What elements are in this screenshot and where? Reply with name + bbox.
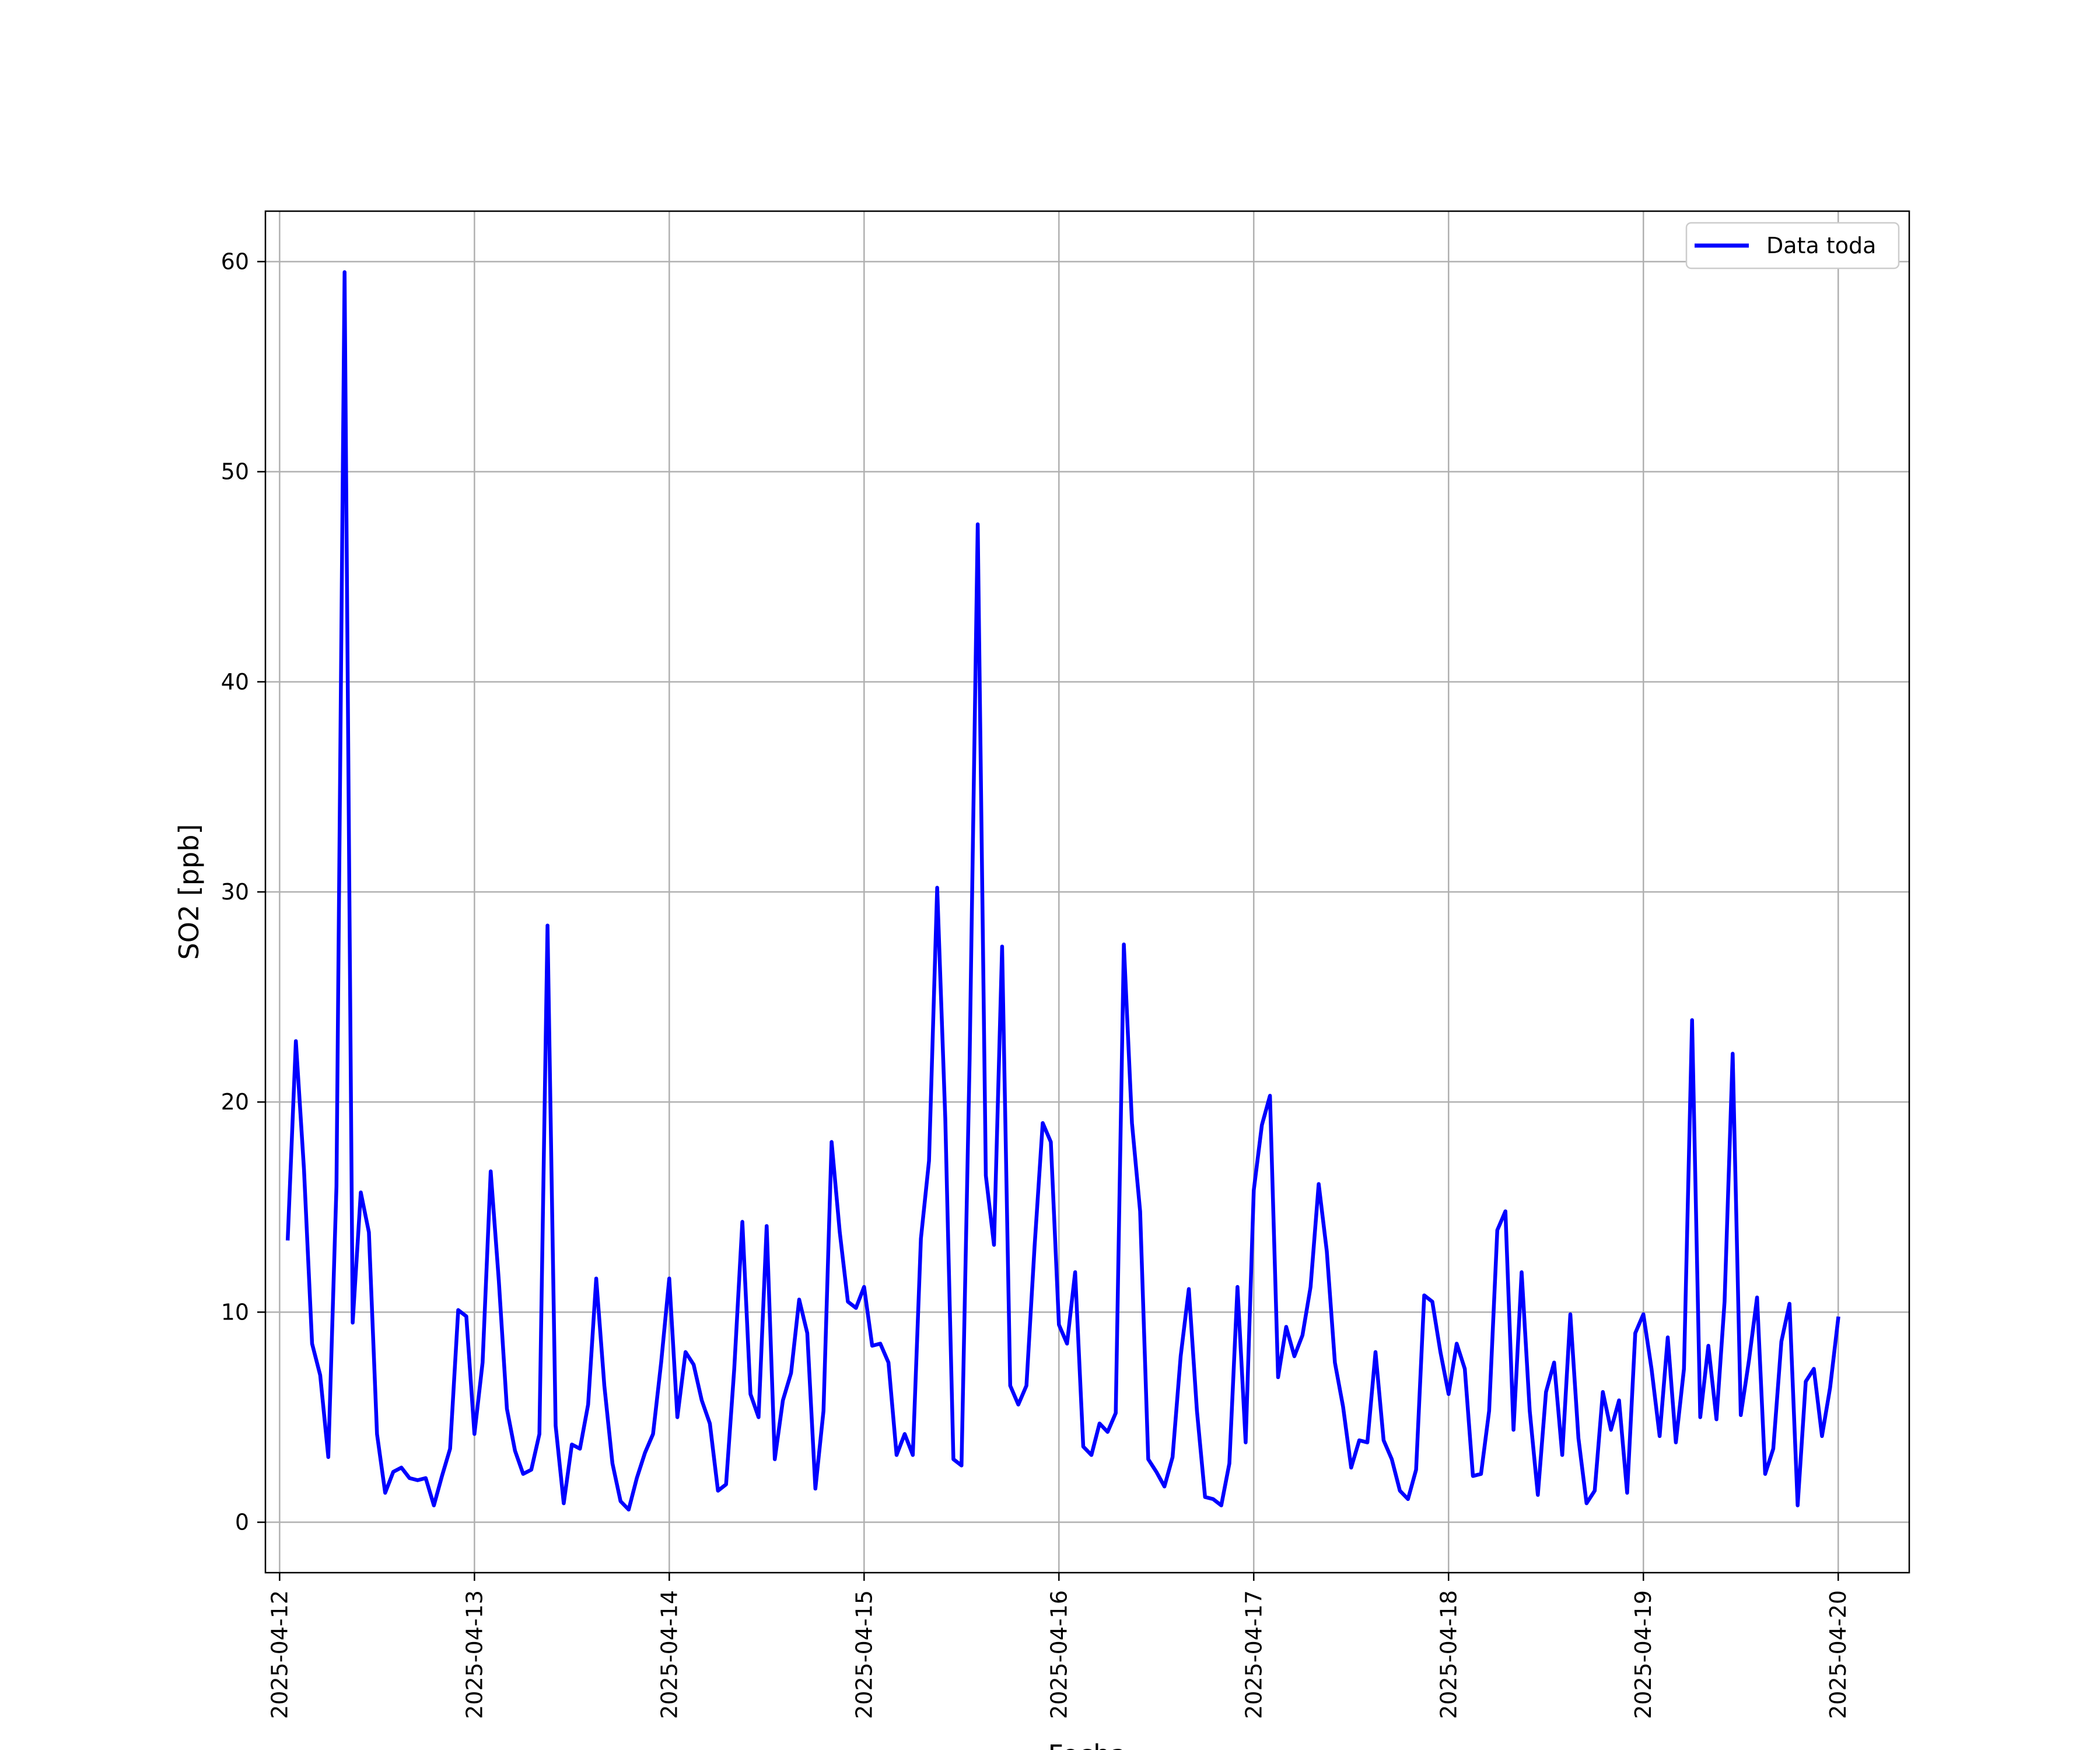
y-axis: 0 10 20 30 40 50 60 xyxy=(221,249,265,1535)
series-layer xyxy=(285,270,1840,1512)
y-tick-label: 30 xyxy=(221,879,249,905)
legend: Data toda xyxy=(1685,222,1900,270)
x-tick-label: 2025-04-20 xyxy=(1825,1590,1851,1719)
y-tick-label: 60 xyxy=(221,249,249,274)
y-axis-title: SO2 [ppb] xyxy=(173,824,205,960)
x-tick-label: 2025-04-14 xyxy=(656,1590,682,1719)
x-axis: 2025-04-12 2025-04-13 2025-04-14 2025-04-15… xyxy=(267,1573,1851,1719)
x-tick-label: 2025-04-19 xyxy=(1630,1590,1656,1719)
y-tick-label: 20 xyxy=(221,1089,249,1115)
x-axis-title: Fecha xyxy=(1048,1739,1127,1750)
x-tick-label: 2025-04-13 xyxy=(461,1590,487,1719)
x-tick-label: 2025-04-18 xyxy=(1436,1590,1461,1719)
y-tick-label: 10 xyxy=(221,1299,249,1325)
x-tick-label: 2025-04-12 xyxy=(267,1590,292,1719)
x-tick-label: 2025-04-15 xyxy=(851,1590,877,1719)
y-tick-label: 40 xyxy=(221,669,249,695)
x-tick-label: 2025-04-16 xyxy=(1046,1590,1072,1719)
series-line-data-toda xyxy=(285,270,1840,1512)
legend-label: Data toda xyxy=(1766,233,1876,258)
y-tick-label: 0 xyxy=(235,1510,249,1535)
grid-lines xyxy=(265,211,1909,1573)
x-tick-label: 2025-04-17 xyxy=(1241,1590,1266,1719)
legend-box xyxy=(1685,222,1900,270)
y-tick-label: 50 xyxy=(221,459,249,485)
